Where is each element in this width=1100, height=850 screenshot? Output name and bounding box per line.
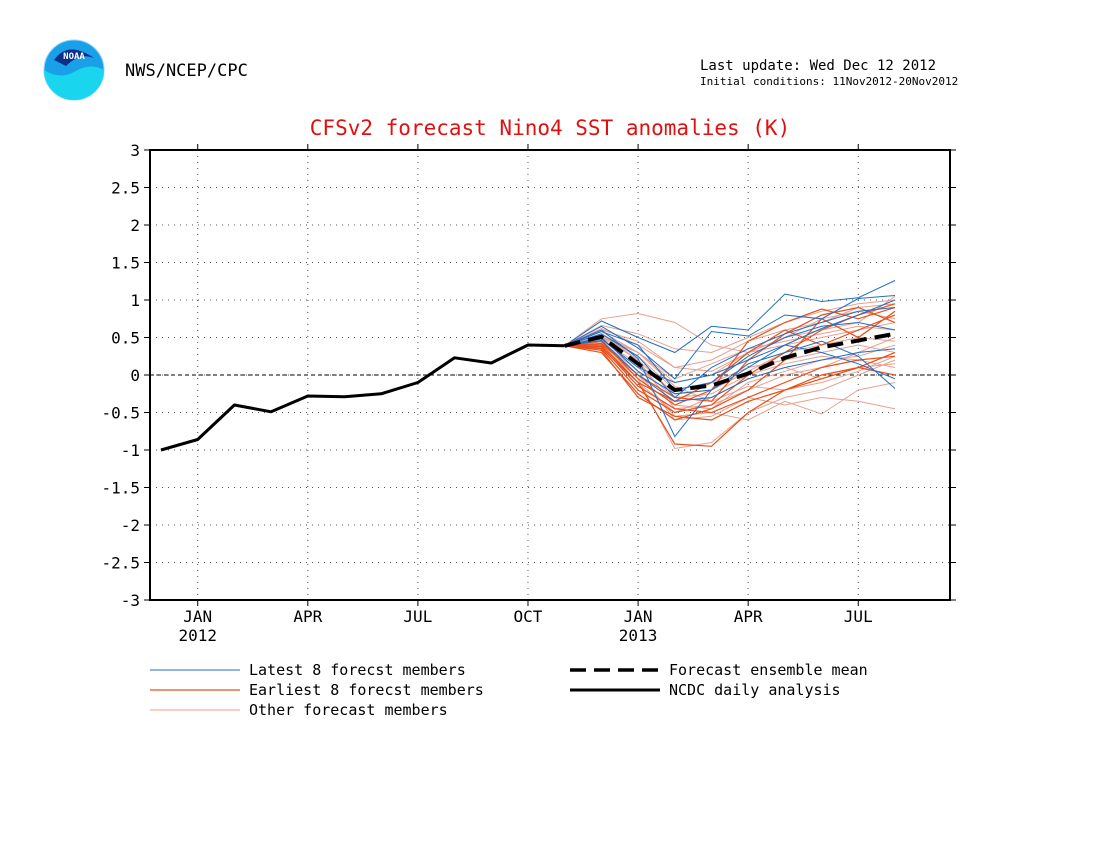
y-tick-label: 0.5	[111, 329, 140, 348]
x-tick-year: 2013	[619, 626, 658, 645]
latest-member-line	[564, 280, 896, 354]
ensemble-mean-line	[564, 331, 896, 393]
earliest-member-line	[564, 345, 896, 414]
earliest-member-line	[564, 306, 896, 402]
other-member-line	[564, 333, 896, 402]
x-tick-label: JUL	[844, 607, 873, 626]
y-tick-label: 3	[130, 141, 140, 160]
x-tick-label: OCT	[514, 607, 543, 626]
y-tick-label: -2.5	[101, 554, 140, 573]
chart-title: CFSv2 forecast Nino4 SST anomalies (K)	[310, 116, 790, 140]
y-tick-label: -2	[121, 516, 140, 535]
latest-member-line	[564, 295, 896, 380]
y-tick-label: -3	[121, 591, 140, 610]
y-tick-label: -1	[121, 441, 140, 460]
legend: Latest 8 forecst members Earliest 8 forec…	[150, 661, 868, 719]
last-update: Last update: Wed Dec 12 2012	[700, 58, 936, 74]
earliest-member-line	[564, 344, 896, 447]
legend-label-earliest: Earliest 8 forecst members	[249, 681, 484, 699]
noaa-logo-text: NOAA	[63, 52, 85, 62]
legend-label-analysis: NCDC daily analysis	[669, 681, 841, 699]
earliest-member-line	[564, 345, 896, 421]
y-tick-label: 1.5	[111, 254, 140, 273]
x-tick-label: JAN	[624, 607, 653, 626]
x-tick-label: JUL	[403, 607, 432, 626]
legend-label-other: Other forecast members	[249, 701, 448, 719]
x-tick-label: APR	[734, 607, 763, 626]
other-member-line	[564, 344, 896, 450]
other-member-line	[564, 340, 896, 421]
noaa-logo: NOAA	[43, 39, 105, 101]
other-member-line	[564, 325, 896, 380]
agency-label: NWS/NCEP/CPC	[125, 61, 248, 81]
x-tick-year: 2012	[178, 626, 217, 645]
y-tick-label: -0.5	[101, 404, 140, 423]
y-tick-label: 0	[130, 366, 140, 385]
x-tick-label: APR	[293, 607, 322, 626]
ncdc-analysis-line	[160, 343, 565, 452]
latest-member-line	[564, 338, 896, 384]
latest-member-line	[564, 321, 896, 391]
other-member-line	[564, 295, 896, 354]
latest-member-line	[564, 299, 896, 438]
x-tick-label: JAN	[183, 607, 212, 626]
y-tick-label: 1	[130, 291, 140, 310]
y-tick-label: -1.5	[101, 479, 140, 498]
other-member-line	[564, 333, 896, 410]
initial-conditions: Initial conditions: 11Nov2012-20Nov2012	[700, 75, 958, 88]
latest-member-line	[564, 307, 896, 399]
latest-member-line	[564, 339, 896, 402]
legend-label-mean: Forecast ensemble mean	[669, 661, 868, 679]
earliest-member-line	[564, 303, 896, 414]
latest-member-line	[564, 336, 896, 395]
y-tick-label: 2.5	[111, 179, 140, 198]
legend-label-latest: Latest 8 forecst members	[249, 661, 466, 679]
grid-layer	[150, 150, 950, 600]
y-tick-label: 2	[130, 216, 140, 235]
axes-layer: -3-2.5-2-1.5-1-0.500.511.522.53JAN2012AP…	[101, 141, 956, 645]
series-layer	[160, 280, 896, 452]
